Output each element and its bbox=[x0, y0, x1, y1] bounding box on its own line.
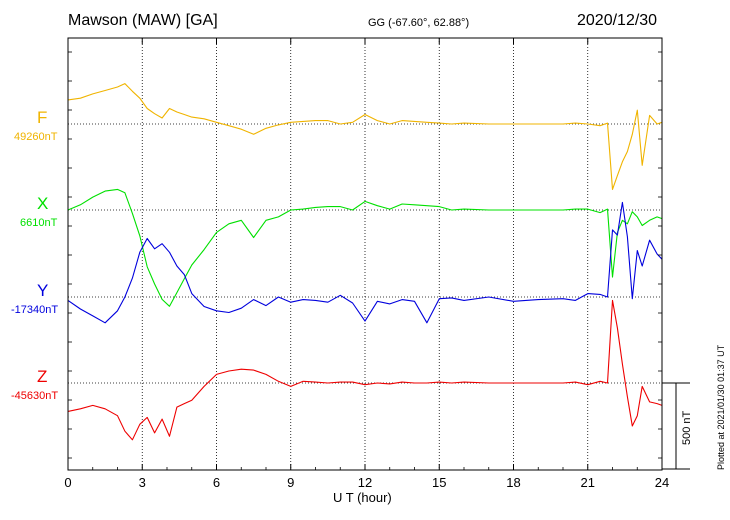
label-Z-letter: Z bbox=[37, 367, 48, 386]
label-F-letter: F bbox=[37, 108, 48, 127]
label-Y-baseline: -17340nT bbox=[11, 304, 59, 316]
series-line-Z bbox=[67, 299, 663, 441]
label-X-letter: X bbox=[37, 194, 49, 213]
series-line-F bbox=[67, 83, 663, 190]
x-tick-label-24: 24 bbox=[655, 475, 669, 490]
x-axis-label: U T (hour) bbox=[333, 490, 392, 505]
x-tick-label-6: 6 bbox=[213, 475, 220, 490]
label-Z-baseline: -45630nT bbox=[11, 390, 59, 402]
station-title: Mawson (MAW) [GA] bbox=[68, 12, 218, 29]
station-coordinates: GG (-67.60°, 62.88°) bbox=[368, 17, 470, 29]
plot-frame bbox=[67, 37, 663, 471]
x-tick-label-12: 12 bbox=[358, 475, 372, 490]
label-F-baseline: 49260nT bbox=[14, 131, 58, 143]
x-tick-label-15: 15 bbox=[432, 475, 446, 490]
label-X-baseline: 6610nT bbox=[20, 217, 58, 229]
x-tick-label-3: 3 bbox=[139, 475, 146, 490]
x-tick-label-21: 21 bbox=[581, 475, 595, 490]
series-line-Y bbox=[67, 201, 663, 324]
x-tick-label-9: 9 bbox=[287, 475, 294, 490]
series-line-X bbox=[67, 188, 663, 307]
x-tick-label-0: 0 bbox=[64, 475, 71, 490]
series-layer bbox=[67, 83, 663, 441]
ticks-layer: 0 3 6 9 12 15 18 21 24 bbox=[64, 38, 669, 490]
grid-layer bbox=[68, 38, 662, 470]
scale-bar bbox=[662, 382, 690, 470]
x-tick-label-18: 18 bbox=[506, 475, 520, 490]
label-Y-letter: Y bbox=[37, 281, 49, 300]
plot-date: 2020/12/30 bbox=[577, 12, 658, 29]
